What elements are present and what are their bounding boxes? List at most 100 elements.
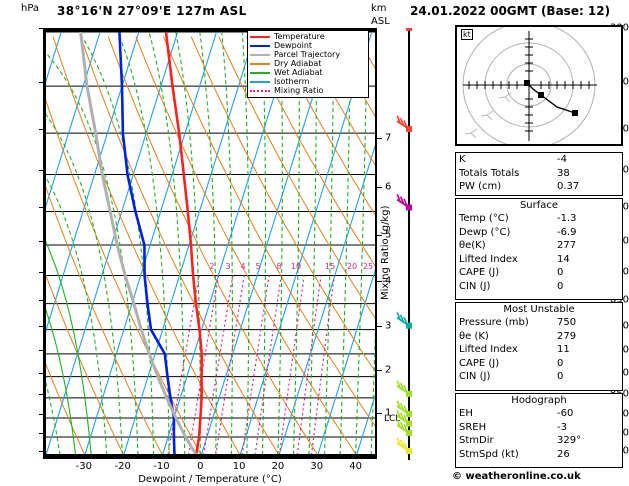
stat-key: StmDir xyxy=(459,435,494,446)
stat-value: 0.37 xyxy=(557,181,580,192)
stat-row: Temp (°C) -1.3 xyxy=(456,212,622,226)
legend-item: Isotherm xyxy=(250,77,366,86)
legend-item: Temperature xyxy=(250,32,366,41)
temperature-tick-label: 40 xyxy=(349,461,362,472)
copyright-text: © weatheronline.co.uk xyxy=(452,471,581,482)
legend-label: Dry Adiabat xyxy=(274,59,322,68)
pressure-tick xyxy=(39,372,46,374)
panel-title: Surface xyxy=(519,200,559,211)
hodograph-panel[interactable] xyxy=(455,21,623,149)
legend-item: Dry Adiabat xyxy=(250,59,366,68)
height-tick-label: 4 xyxy=(385,275,392,287)
pressure-tick xyxy=(39,325,46,327)
mixing-ratio-label: 20 xyxy=(346,262,358,271)
indices-panel: K -4 Totals Totals 38 PW (cm) 0.37 xyxy=(455,152,623,196)
stat-key: PW (cm) xyxy=(459,181,502,192)
legend-item: Parcel Trajectory xyxy=(250,50,366,59)
stat-key: CIN (J) xyxy=(459,280,491,292)
legend-label: Wet Adiabat xyxy=(274,68,323,77)
x-axis-title: Dewpoint / Temperature (°C) xyxy=(138,474,282,485)
height-tick xyxy=(375,281,382,282)
pressure-tick xyxy=(39,349,46,351)
height-tick-label: 1 xyxy=(385,407,392,419)
pressure-tick xyxy=(39,240,46,242)
legend: Temperature Dewpoint Parcel Trajectory Dry … xyxy=(247,30,369,98)
stat-key: θe(K) xyxy=(459,240,486,251)
height-tick xyxy=(375,413,382,415)
stat-value: 0 xyxy=(557,371,564,382)
height-tick xyxy=(375,187,382,189)
pressure-tick xyxy=(39,393,46,395)
pressure-tick xyxy=(39,28,46,29)
legend-swatch xyxy=(250,80,270,83)
legend-swatch xyxy=(250,62,270,65)
legend-label: Isotherm xyxy=(274,77,310,86)
surface-panel: Surface Temp (°C) -1.3 Dewp (°C) -6.9 θe(K) 27… xyxy=(455,198,623,300)
legend-item: Dewpoint xyxy=(250,41,366,50)
stat-key: Totals Totals xyxy=(459,167,520,179)
stat-value: 14 xyxy=(557,253,570,265)
height-tick xyxy=(375,370,382,372)
stat-key: Lifted Index xyxy=(459,253,518,265)
stat-row: θe (K) 279 xyxy=(456,330,622,344)
stat-key: CAPE (J) xyxy=(459,357,500,369)
mixing-ratio-label: 15 xyxy=(324,262,336,271)
pressure-tick xyxy=(39,413,46,415)
mixing-ratio-label: 25 xyxy=(362,262,374,271)
stat-row: PW (cm) 0.37 xyxy=(456,180,622,194)
stat-key: Pressure (mb) xyxy=(459,317,529,328)
stat-value: 277 xyxy=(557,240,577,251)
height-tick xyxy=(375,326,382,328)
stat-value: 750 xyxy=(557,317,577,328)
lcl-label: LCL xyxy=(384,414,401,424)
height-unit-label-asl: ASL xyxy=(371,16,390,27)
stat-value: 11 xyxy=(557,344,570,355)
stat-row: CAPE (J) 0 xyxy=(456,357,622,371)
stat-row: θe(K) 277 xyxy=(456,239,622,253)
stat-row: CAPE (J) 0 xyxy=(456,266,622,280)
height-tick xyxy=(375,234,382,236)
pressure-tick xyxy=(39,271,46,273)
legend-swatch xyxy=(250,53,270,56)
mixing-ratio-axis-title: Mixing Ratio (g/kg) xyxy=(380,205,391,300)
stat-row: StmSpd (kt) 26 xyxy=(456,448,622,462)
stat-row: Lifted Index 11 xyxy=(456,343,622,357)
height-unit-label-km: km xyxy=(371,3,387,14)
mixing-ratio-label: 4 xyxy=(240,262,246,271)
legend-swatch xyxy=(250,35,270,38)
stat-row: K -4 xyxy=(456,153,622,167)
stat-value: 0 xyxy=(557,267,564,278)
stat-key: SREH xyxy=(459,421,487,433)
stat-key: Temp (°C) xyxy=(459,213,509,224)
stat-value: -6.9 xyxy=(557,226,577,238)
temperature-tick-label: 30 xyxy=(310,461,324,472)
pressure-unit-label: hPa xyxy=(21,3,40,14)
legend-swatch xyxy=(250,89,270,92)
legend-swatch xyxy=(250,71,270,74)
height-tick-label: 2 xyxy=(385,364,392,376)
stat-key: CAPE (J) xyxy=(459,267,500,278)
mixing-ratio-label: 8 xyxy=(276,262,282,271)
stat-row: SREH -3 xyxy=(456,421,622,435)
pressure-tick xyxy=(39,299,46,301)
stat-key: Lifted Index xyxy=(459,344,518,355)
stat-key: StmSpd (kt) xyxy=(459,448,519,460)
stat-row: Lifted Index 14 xyxy=(456,253,622,267)
legend-label: Temperature xyxy=(274,32,325,41)
mixing-ratio-label: 10 xyxy=(290,262,302,271)
stat-value: -4 xyxy=(557,154,567,165)
temperature-tick-label: 0 xyxy=(197,461,204,472)
hodograph-unit-label: kt xyxy=(461,29,473,40)
mixing-ratio-label: 3 xyxy=(225,262,231,271)
mixing-ratio-label: 2 xyxy=(209,262,215,271)
stat-value: 26 xyxy=(557,448,570,460)
stat-key: θe (K) xyxy=(459,330,489,342)
stat-value: 329° xyxy=(557,435,582,446)
stat-key: Dewp (°C) xyxy=(459,226,511,238)
legend-item: Mixing Ratio xyxy=(250,86,366,95)
panel-title: Hodograph xyxy=(511,395,567,406)
legend-label: Parcel Trajectory xyxy=(274,50,341,59)
most-unstable-panel: Most Unstable Pressure (mb) 750 θe (K) 279 Li… xyxy=(455,302,623,391)
hodograph-svg xyxy=(462,21,597,149)
legend-swatch xyxy=(250,44,270,47)
